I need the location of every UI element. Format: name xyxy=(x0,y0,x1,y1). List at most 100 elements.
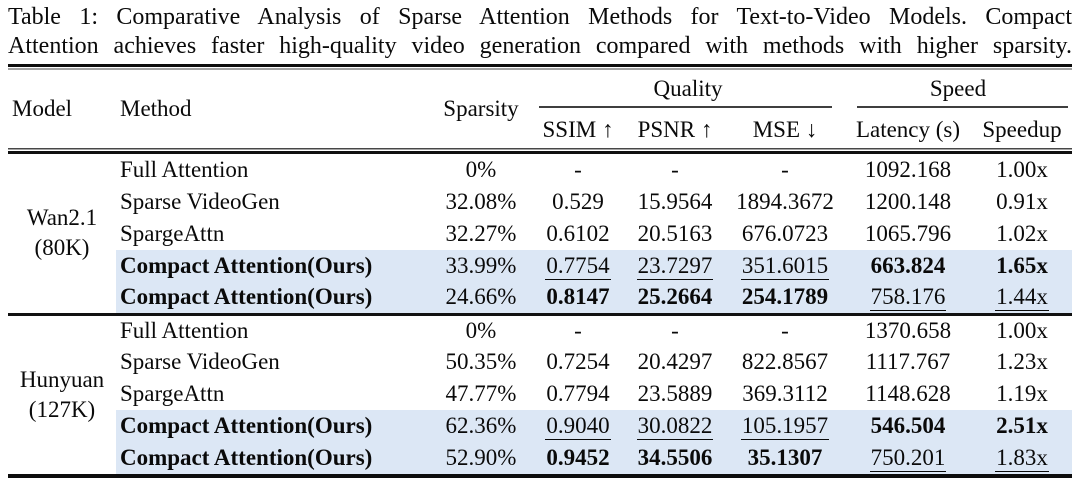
psnr-cell: 30.0822 xyxy=(624,410,726,442)
psnr-cell: - xyxy=(624,154,726,186)
cell-value: 0.7794 xyxy=(546,381,610,406)
mse-cell: 822.8567 xyxy=(726,346,844,378)
speedup-cell: 0.91x xyxy=(972,186,1072,218)
speedup-cell: 1.44x xyxy=(972,282,1072,314)
mse-cell: 35.1307 xyxy=(726,442,844,474)
paper-page: Table 1: Comparative Analysis of Sparse … xyxy=(8,3,1072,478)
latency-cell: 750.201 xyxy=(844,442,972,474)
cell-value: 1.23x xyxy=(996,349,1048,374)
cell-value: 35.1307 xyxy=(747,445,823,470)
speedup-cell: 1.23x xyxy=(972,346,1072,378)
table-row: Compact Attention(Ours) 33.99% 0.7754 23… xyxy=(8,250,1072,282)
sparsity-cell: 62.36% xyxy=(430,410,532,442)
mse-cell: 351.6015 xyxy=(726,250,844,282)
header-speed-group: Speed xyxy=(844,70,1072,114)
header-speedup: Speedup xyxy=(982,117,1062,142)
latency-cell: 1092.168 xyxy=(844,154,972,186)
table-caption: Table 1: Comparative Analysis of Sparse … xyxy=(8,3,1072,60)
cell-value: - xyxy=(781,157,789,182)
cell-value: 1.00x xyxy=(996,157,1048,182)
table-row: Compact Attention(Ours) 62.36% 0.9040 30… xyxy=(8,410,1072,442)
cell-value: 23.5889 xyxy=(637,381,713,406)
sparsity-cell: 32.27% xyxy=(430,218,532,250)
sparsity-cell: 33.99% xyxy=(430,250,532,282)
psnr-cell: - xyxy=(624,312,726,346)
cell-value: 351.6015 xyxy=(740,253,830,280)
speedup-cell: 1.00x xyxy=(972,154,1072,186)
cell-value: 20.4297 xyxy=(637,349,713,374)
table-row: Compact Attention(Ours) 52.90% 0.9452 34… xyxy=(8,442,1072,474)
ssim-cell: 0.529 xyxy=(532,186,624,218)
cell-value: 254.1789 xyxy=(741,284,829,310)
sparsity-cell: 52.90% xyxy=(430,442,532,474)
sparsity-cell: 0% xyxy=(430,154,532,186)
cell-value: 15.9564 xyxy=(637,189,713,214)
cell-value: 2.51x xyxy=(996,413,1048,438)
latency-cell: 1200.148 xyxy=(844,186,972,218)
mse-cell: - xyxy=(726,154,844,186)
method-cell: SpargeAttn xyxy=(120,221,225,246)
cell-value: 1117.767 xyxy=(865,349,951,374)
table-top-rule xyxy=(8,64,1072,70)
cell-value: 676.0723 xyxy=(741,221,829,246)
psnr-cell: 23.5889 xyxy=(624,378,726,410)
ssim-cell: 0.7794 xyxy=(532,378,624,410)
sparsity-cell: 32.08% xyxy=(430,186,532,218)
cell-value: 0.6102 xyxy=(546,221,610,246)
cell-value: 47.77% xyxy=(445,381,517,406)
speed-cmidrule xyxy=(857,106,1068,108)
psnr-cell: 34.5506 xyxy=(624,442,726,474)
header-sparsity: Sparsity xyxy=(443,96,519,121)
header-quality-group: Quality xyxy=(532,70,844,114)
table-row: Hunyuan (127K) Full Attention 0% - - - 137… xyxy=(8,312,1072,474)
header-ssim: SSIM ↑ xyxy=(542,117,614,142)
cell-value: 0.529 xyxy=(552,189,604,214)
table-row: Compact Attention(Ours) 24.66% 0.8147 25… xyxy=(8,282,1072,314)
cell-value: 1894.3672 xyxy=(736,189,834,214)
cell-value: 20.5163 xyxy=(637,221,713,246)
model-cell: Wan2.1 (80K) xyxy=(8,154,116,314)
table-row: SpargeAttn 47.77% 0.7794 23.5889 369.311… xyxy=(8,378,1072,410)
cell-value: 1.83x xyxy=(995,445,1049,472)
header-row-metrics: SSIM ↑ PSNR ↑ MSE ↓ Latency (s) Speedup xyxy=(8,114,1072,148)
sparsity-cell: 0% xyxy=(430,312,532,346)
model-label-line: (127K) xyxy=(28,396,96,422)
mse-cell: 369.3112 xyxy=(726,378,844,410)
cell-value: 25.2664 xyxy=(637,284,713,310)
latency-cell: 1065.796 xyxy=(844,218,972,250)
cell-value: 24.66% xyxy=(445,284,517,310)
cell-value: 1.02x xyxy=(996,221,1048,246)
model-cell: Hunyuan (127K) xyxy=(8,312,116,474)
cell-value: 1092.168 xyxy=(864,157,952,182)
cell-value: 50.35% xyxy=(445,349,517,374)
cell-value: 1.00x xyxy=(996,317,1048,343)
quality-group-label: Quality xyxy=(653,76,723,101)
quality-cmidrule xyxy=(539,106,832,108)
cell-value: - xyxy=(671,317,679,343)
method-cell: Full Attention xyxy=(120,157,249,182)
method-cell: Compact Attention(Ours) xyxy=(116,410,430,442)
cell-value: 750.201 xyxy=(869,445,947,472)
cell-value: 0% xyxy=(465,317,497,343)
latency-cell: 663.824 xyxy=(844,250,972,282)
psnr-cell: 23.7297 xyxy=(624,250,726,282)
table-row: Sparse VideoGen 50.35% 0.7254 20.4297 82… xyxy=(8,346,1072,378)
results-table: Model Method Sparsity Quality Speed xyxy=(8,70,1072,474)
method-cell: Sparse VideoGen xyxy=(120,349,280,374)
cell-value: 32.27% xyxy=(445,221,517,246)
ssim-cell: 0.9452 xyxy=(532,442,624,474)
table-row: SpargeAttn 32.27% 0.6102 20.5163 676.072… xyxy=(8,218,1072,250)
cell-value: - xyxy=(781,317,789,343)
ssim-cell: 0.7254 xyxy=(532,346,624,378)
header-model: Model xyxy=(12,96,73,121)
model-label-line: (80K) xyxy=(34,235,90,261)
speedup-cell: 1.83x xyxy=(972,442,1072,474)
table-row: Wan2.1 (80K) Full Attention 0% - - - 1092.… xyxy=(8,154,1072,260)
sparsity-cell: 47.77% xyxy=(430,378,532,410)
latency-cell: 1370.658 xyxy=(844,312,972,346)
cell-value: 0.9452 xyxy=(546,445,610,470)
ssim-cell: - xyxy=(532,154,624,186)
cell-value: 0% xyxy=(465,157,497,182)
psnr-cell: 15.9564 xyxy=(624,186,726,218)
cell-value: 1.19x xyxy=(996,381,1048,406)
